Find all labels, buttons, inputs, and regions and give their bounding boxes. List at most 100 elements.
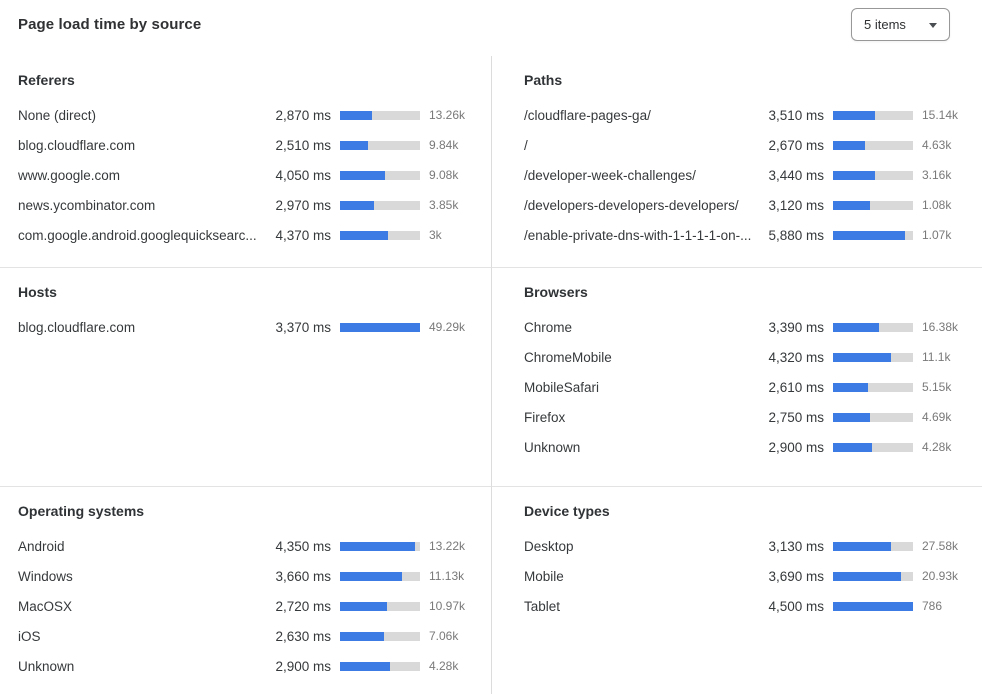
row-label: Windows <box>18 568 73 584</box>
row-label: com.google.android.googlequicksearc... <box>18 227 257 243</box>
row-load-time: 3,120 ms <box>768 197 824 213</box>
row-count: 10.97k <box>429 599 466 613</box>
row-count: 4.28k <box>429 659 459 673</box>
row-bar-track <box>340 140 420 150</box>
row-load-time: 3,130 ms <box>768 538 824 554</box>
panel-rows: Desktop 3,130 ms 27.58k Mobile 3,690 ms 20.93… <box>524 531 974 621</box>
row-bar-fill <box>340 631 384 641</box>
row-label: MobileSafari <box>524 379 600 395</box>
row-label: /enable-private-dns-with-1-1-1-1-on-... <box>524 227 752 243</box>
metric-row: Desktop 3,130 ms 27.58k <box>524 531 974 561</box>
panel-rows: Android 4,350 ms 13.22k Windows 3,660 ms 11.1… <box>18 531 481 681</box>
row-load-time: 2,870 ms <box>275 107 331 123</box>
row-count: 786 <box>922 599 943 613</box>
row-load-time: 3,440 ms <box>768 167 824 183</box>
row-bar-track <box>833 541 913 551</box>
row-bar-fill <box>340 140 368 150</box>
row-count: 20.93k <box>922 569 959 583</box>
row-count: 3.16k <box>922 168 952 182</box>
panel-title: Operating systems <box>18 503 145 519</box>
page-title: Page load time by source <box>18 16 202 33</box>
row-label: Tablet <box>524 598 561 614</box>
row-bar-fill <box>833 352 892 362</box>
row-label: Unknown <box>524 439 581 455</box>
row-count: 27.58k <box>922 539 959 553</box>
row-load-time: 5,880 ms <box>768 227 824 243</box>
row-count: 7.06k <box>429 629 459 643</box>
row-bar-fill <box>340 322 420 332</box>
metric-row: Chrome 3,390 ms 16.38k <box>524 312 974 342</box>
row-bar-fill <box>833 541 891 551</box>
panel-rows: blog.cloudflare.com 3,370 ms 49.29k <box>18 312 481 342</box>
chevron-down-icon <box>929 22 937 28</box>
row-label: None (direct) <box>18 107 97 123</box>
row-bar-fill <box>833 571 901 581</box>
metric-row: Android 4,350 ms 13.22k <box>18 531 481 561</box>
row-bar-fill <box>340 601 388 611</box>
metric-row: www.google.com 4,050 ms 9.08k <box>18 160 481 190</box>
row-bar-fill <box>833 200 870 210</box>
row-bar-track <box>340 571 420 581</box>
row-bar-track <box>833 110 913 120</box>
metric-row: blog.cloudflare.com 3,370 ms 49.29k <box>18 312 481 342</box>
row-bar-fill <box>833 322 880 332</box>
row-bar-track <box>833 200 913 210</box>
row-bar-fill <box>833 442 873 452</box>
metric-row: None (direct) 2,870 ms 13.26k <box>18 100 481 130</box>
row-count: 4.63k <box>922 138 952 152</box>
metric-row: ChromeMobile 4,320 ms 11.1k <box>524 342 974 372</box>
row-count: 13.22k <box>429 539 466 553</box>
row-load-time: 2,720 ms <box>275 598 331 614</box>
row-load-time: 2,670 ms <box>768 137 824 153</box>
row-load-time: 3,390 ms <box>768 319 824 335</box>
row-label: Unknown <box>18 658 75 674</box>
row-label: blog.cloudflare.com <box>18 137 136 153</box>
row-load-time: 4,050 ms <box>275 167 331 183</box>
row-bar-track <box>833 442 913 452</box>
row-bar-fill <box>340 541 416 551</box>
row-bar-track <box>340 631 420 641</box>
metric-row: /cloudflare-pages-ga/3,510 ms 15.14k <box>524 100 974 130</box>
metric-row: Unknown 2,900 ms 4.28k <box>18 651 481 681</box>
panel-browsers: Browsers Chrome 3,390 ms 16.38k ChromeMobil… <box>491 267 982 486</box>
row-bar-fill <box>833 601 913 611</box>
row-label: www.google.com <box>18 167 121 183</box>
row-label: Desktop <box>524 538 574 554</box>
row-load-time: 2,750 ms <box>768 409 824 425</box>
metric-row: /developer-week-challenges/3,440 ms 3.16k <box>524 160 974 190</box>
panel-title: Paths <box>524 72 563 88</box>
metric-row: Unknown 2,900 ms 4.28k <box>524 432 974 462</box>
row-bar-track <box>833 412 913 422</box>
row-label: news.ycombinator.com <box>18 197 156 213</box>
metric-row: com.google.android.googlequicksearc... 4,… <box>18 220 481 250</box>
panel-rows: None (direct) 2,870 ms 13.26k blog.cloudfla… <box>18 100 481 250</box>
items-count-value: 5 items <box>864 17 906 32</box>
row-load-time: 3,660 ms <box>275 568 331 584</box>
row-bar-fill <box>833 230 905 240</box>
row-bar-track <box>833 571 913 581</box>
metric-row: / 2,670 ms 4.63k <box>524 130 974 160</box>
row-count: 4.28k <box>922 440 952 454</box>
row-bar-fill <box>340 170 385 180</box>
row-count: 11.1k <box>922 350 951 364</box>
metric-row: iOS 2,630 ms 7.06k <box>18 621 481 651</box>
row-label: /developers-developers-developers/ <box>524 197 739 213</box>
row-label: blog.cloudflare.com <box>18 319 136 335</box>
row-count: 13.26k <box>429 108 466 122</box>
panel-rows: Chrome 3,390 ms 16.38k ChromeMobile 4,320 ms… <box>524 312 974 462</box>
row-count: 49.29k <box>429 320 466 334</box>
items-count-dropdown[interactable]: 5 items <box>851 8 950 41</box>
metric-row: blog.cloudflare.com 2,510 ms 9.84k <box>18 130 481 160</box>
row-load-time: 3,510 ms <box>768 107 824 123</box>
row-bar-track <box>340 170 420 180</box>
row-label: /cloudflare-pages-ga/ <box>524 107 651 123</box>
metric-row: MacOSX 2,720 ms 10.97k <box>18 591 481 621</box>
panel-device-types: Device types Desktop 3,130 ms 27.58k Mobile… <box>491 486 982 694</box>
row-count: 1.08k <box>922 198 952 212</box>
row-label: Android <box>18 538 65 554</box>
row-bar-track <box>340 541 420 551</box>
row-bar-fill <box>340 661 390 671</box>
row-load-time: 4,370 ms <box>275 227 331 243</box>
row-bar-fill <box>833 140 865 150</box>
row-count: 11.13k <box>429 569 465 583</box>
